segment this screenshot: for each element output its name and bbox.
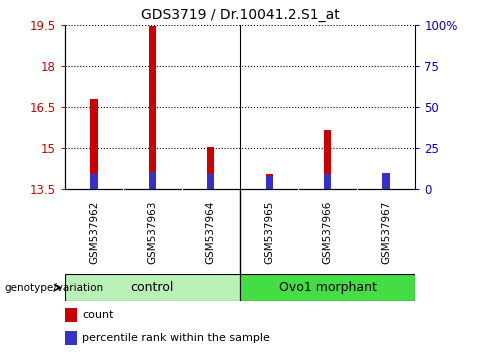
Bar xyxy=(65,274,240,301)
Text: GSM537966: GSM537966 xyxy=(323,200,333,264)
Bar xyxy=(65,308,77,321)
Bar xyxy=(324,174,331,189)
Text: GSM537967: GSM537967 xyxy=(381,200,391,264)
Text: GSM537965: GSM537965 xyxy=(264,200,274,264)
Bar xyxy=(65,331,77,345)
Bar xyxy=(207,174,214,189)
Bar xyxy=(266,176,273,189)
Bar xyxy=(383,182,389,189)
Bar xyxy=(266,174,273,189)
Bar xyxy=(324,130,331,189)
Bar xyxy=(240,274,415,301)
Text: GSM537963: GSM537963 xyxy=(147,200,157,264)
Text: count: count xyxy=(82,310,113,320)
Text: GSM537964: GSM537964 xyxy=(206,200,216,264)
Text: Ovo1 morphant: Ovo1 morphant xyxy=(279,281,376,294)
Bar xyxy=(91,174,97,189)
Text: control: control xyxy=(131,281,174,294)
Bar xyxy=(91,99,97,189)
Bar xyxy=(149,26,156,189)
Bar xyxy=(207,147,214,189)
Text: percentile rank within the sample: percentile rank within the sample xyxy=(82,333,270,343)
Bar xyxy=(383,173,389,189)
Bar xyxy=(149,172,156,189)
Title: GDS3719 / Dr.10041.2.S1_at: GDS3719 / Dr.10041.2.S1_at xyxy=(141,8,339,22)
Text: genotype/variation: genotype/variation xyxy=(5,282,104,293)
Text: GSM537962: GSM537962 xyxy=(89,200,99,264)
